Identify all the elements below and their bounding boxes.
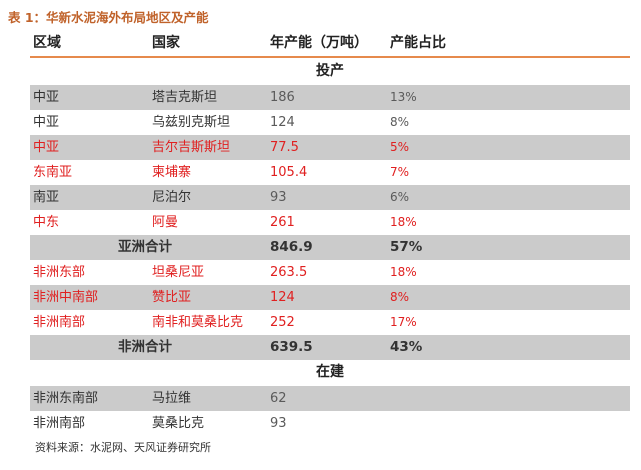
footnote: 资料来源：水泥网、天风证券研究所 bbox=[35, 441, 211, 454]
share: 8% bbox=[390, 115, 410, 129]
row-band bbox=[30, 335, 630, 360]
region: 东南亚 bbox=[33, 165, 73, 180]
country: 南非和莫桑比克 bbox=[152, 315, 244, 330]
region: 非洲南部 bbox=[33, 416, 86, 431]
column-header: 区域 bbox=[33, 35, 61, 51]
total-label: 亚洲合计 bbox=[118, 239, 172, 255]
table-title: 表 1：华新水泥海外布局地区及产能 bbox=[8, 10, 209, 25]
region: 非洲中南部 bbox=[33, 290, 99, 305]
region: 中亚 bbox=[33, 140, 60, 155]
capacity: 252 bbox=[270, 315, 295, 330]
total-share: 43% bbox=[390, 339, 423, 355]
capacity: 261 bbox=[270, 215, 295, 230]
total-capacity: 639.5 bbox=[270, 339, 313, 355]
region: 南亚 bbox=[33, 190, 60, 205]
region: 中亚 bbox=[33, 115, 60, 130]
row-band bbox=[30, 85, 630, 110]
share: 7% bbox=[390, 165, 410, 179]
section-title: 投产 bbox=[316, 63, 344, 79]
capacity: 124 bbox=[270, 290, 295, 305]
column-header: 产能占比 bbox=[390, 35, 446, 51]
country: 马拉维 bbox=[152, 391, 192, 406]
country: 柬埔寨 bbox=[152, 165, 192, 180]
region: 中东 bbox=[33, 215, 60, 230]
row-band bbox=[30, 135, 630, 160]
column-header: 年产能（万吨） bbox=[270, 35, 368, 51]
country: 阿曼 bbox=[152, 215, 179, 230]
capacity: 105.4 bbox=[270, 165, 308, 180]
region: 非洲东部 bbox=[33, 265, 86, 280]
share: 5% bbox=[390, 140, 410, 154]
share: 18% bbox=[390, 265, 417, 279]
column-header: 国家 bbox=[152, 35, 180, 51]
region: 非洲东南部 bbox=[33, 391, 99, 406]
capacity: 62 bbox=[270, 391, 287, 406]
country: 赞比亚 bbox=[152, 290, 192, 305]
country: 坦桑尼亚 bbox=[152, 265, 205, 280]
share: 17% bbox=[390, 315, 417, 329]
row-band bbox=[30, 235, 630, 260]
row-band bbox=[30, 386, 630, 411]
region: 非洲南部 bbox=[33, 315, 86, 330]
capacity: 124 bbox=[270, 115, 295, 130]
country: 莫桑比克 bbox=[152, 416, 205, 431]
share: 13% bbox=[390, 90, 417, 104]
capacity: 93 bbox=[270, 416, 287, 431]
capacity: 263.5 bbox=[270, 265, 308, 280]
header-rule bbox=[30, 56, 630, 58]
total-share: 57% bbox=[390, 239, 423, 255]
capacity: 77.5 bbox=[270, 140, 299, 155]
capacity: 93 bbox=[270, 190, 287, 205]
share: 6% bbox=[390, 190, 410, 204]
share: 18% bbox=[390, 215, 417, 229]
section-title: 在建 bbox=[316, 364, 344, 380]
total-label: 非洲合计 bbox=[118, 339, 172, 355]
share: 8% bbox=[390, 290, 410, 304]
row-band bbox=[30, 185, 630, 210]
country: 塔吉克斯坦 bbox=[152, 90, 218, 105]
capacity: 186 bbox=[270, 90, 295, 105]
country: 吉尔吉斯斯坦 bbox=[152, 140, 231, 155]
total-capacity: 846.9 bbox=[270, 239, 313, 255]
country: 尼泊尔 bbox=[152, 190, 192, 205]
country: 乌兹别克斯坦 bbox=[152, 115, 231, 130]
region: 中亚 bbox=[33, 90, 60, 105]
row-band bbox=[30, 285, 630, 310]
